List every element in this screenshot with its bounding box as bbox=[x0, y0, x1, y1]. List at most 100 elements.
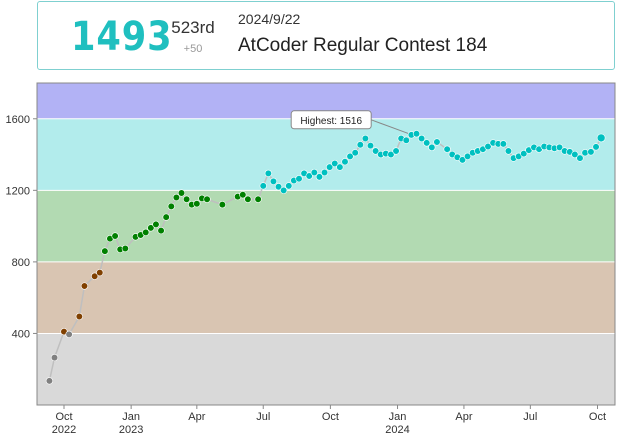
rating-point bbox=[177, 189, 186, 197]
contest-result-card: 1493 523rd +50 2024/9/22 AtCoder Regular… bbox=[37, 1, 615, 70]
rating-point bbox=[162, 213, 170, 221]
rating-point bbox=[499, 140, 507, 148]
rating-point bbox=[576, 154, 584, 162]
rating-point bbox=[520, 150, 528, 158]
rating-point bbox=[147, 224, 155, 232]
rating-point bbox=[484, 142, 492, 151]
rating-point bbox=[244, 195, 252, 203]
rank-band-3 bbox=[37, 118, 615, 191]
rating-point bbox=[418, 134, 426, 143]
rating-point bbox=[218, 201, 226, 209]
rating-point bbox=[433, 138, 441, 146]
y-tick-label: 1600 bbox=[6, 114, 30, 126]
rating-point bbox=[203, 195, 211, 203]
rating-point bbox=[50, 353, 59, 362]
rating-point bbox=[45, 377, 54, 385]
rating-point bbox=[75, 312, 83, 321]
rating-point bbox=[101, 247, 109, 255]
rating-diff: +50 bbox=[183, 43, 203, 55]
highest-label: Highest: 1516 bbox=[300, 116, 362, 127]
rating-point bbox=[157, 226, 165, 235]
rating-point bbox=[458, 156, 467, 164]
rating-point bbox=[326, 163, 334, 171]
rating-point bbox=[280, 186, 288, 194]
rating-point bbox=[581, 149, 589, 157]
rating-point bbox=[463, 152, 472, 160]
rating-point bbox=[571, 150, 579, 159]
rank-label: 523rd bbox=[171, 18, 215, 37]
rating-point bbox=[310, 168, 318, 177]
x-tick-label: Apr bbox=[455, 411, 472, 423]
rank-band-1 bbox=[37, 261, 615, 334]
rating-point bbox=[142, 228, 150, 236]
chart-axes bbox=[33, 82, 616, 409]
x-tick-label: Jul bbox=[256, 411, 270, 423]
rating-point bbox=[254, 195, 262, 203]
rating-point bbox=[305, 172, 313, 180]
rating-point bbox=[412, 130, 421, 138]
rating-point bbox=[167, 202, 175, 211]
rating-point bbox=[193, 200, 201, 208]
rating-point bbox=[91, 272, 99, 280]
rating-point bbox=[351, 149, 359, 157]
rating-point bbox=[239, 191, 247, 199]
y-tick-label: 400 bbox=[12, 328, 30, 340]
contest-date: 2024/9/22 bbox=[238, 11, 301, 27]
x-tick-label: Jan bbox=[389, 411, 407, 423]
rank-bands bbox=[37, 83, 615, 405]
tooltip-box bbox=[290, 110, 372, 130]
x-tick-label: Oct bbox=[589, 411, 606, 423]
rating-point bbox=[65, 330, 73, 338]
x-tick-label: Apr bbox=[188, 411, 205, 423]
rating-point bbox=[428, 143, 436, 151]
rating-point bbox=[336, 163, 344, 171]
rank-band-0 bbox=[37, 333, 615, 405]
x-tick-year: 2022 bbox=[52, 424, 76, 433]
y-tick-label: 1200 bbox=[6, 185, 30, 197]
rating-point bbox=[356, 141, 364, 149]
rating-point bbox=[423, 139, 431, 147]
rating-point bbox=[315, 173, 324, 181]
rating-point bbox=[361, 134, 370, 143]
y-tick-label: 800 bbox=[12, 257, 30, 269]
rating-point bbox=[366, 142, 375, 150]
rating-point bbox=[372, 147, 380, 155]
contest-name[interactable]: AtCoder Regular Contest 184 bbox=[238, 35, 488, 56]
rating-point bbox=[259, 182, 267, 190]
rating-point bbox=[443, 145, 451, 153]
rating-point bbox=[172, 193, 180, 202]
rating-point bbox=[121, 244, 129, 253]
rating-point bbox=[285, 182, 293, 190]
rating-point bbox=[331, 159, 339, 168]
rating-point bbox=[295, 175, 303, 183]
rating-point bbox=[592, 143, 600, 151]
rating-point bbox=[387, 150, 395, 159]
x-tick-label: Jan bbox=[122, 411, 140, 423]
tooltip-pointer bbox=[371, 119, 410, 135]
rating-point bbox=[341, 158, 349, 166]
rank-band-2 bbox=[37, 190, 615, 262]
rating-point bbox=[320, 168, 329, 177]
rating-point bbox=[152, 220, 160, 228]
x-tick-year: 2024 bbox=[385, 424, 409, 433]
x-tick-year: 2023 bbox=[119, 424, 143, 433]
rating-point bbox=[596, 133, 606, 143]
rating-point bbox=[111, 232, 119, 240]
highest-tooltip: Highest: 1516 bbox=[290, 110, 410, 135]
rating-point bbox=[587, 148, 595, 156]
rating-point bbox=[504, 147, 513, 155]
x-tick-label: Oct bbox=[55, 411, 72, 423]
rating-point bbox=[80, 282, 89, 290]
rating-point bbox=[402, 136, 410, 144]
x-tick-label: Oct bbox=[322, 411, 339, 423]
plot-frame bbox=[36, 82, 616, 406]
rating-point bbox=[274, 183, 283, 191]
rating-point bbox=[269, 177, 278, 185]
rating-point bbox=[346, 152, 354, 160]
rating-point bbox=[555, 143, 564, 151]
rating-value: 1493 bbox=[71, 14, 173, 60]
rating-point bbox=[264, 169, 272, 177]
rating-point bbox=[96, 269, 104, 277]
